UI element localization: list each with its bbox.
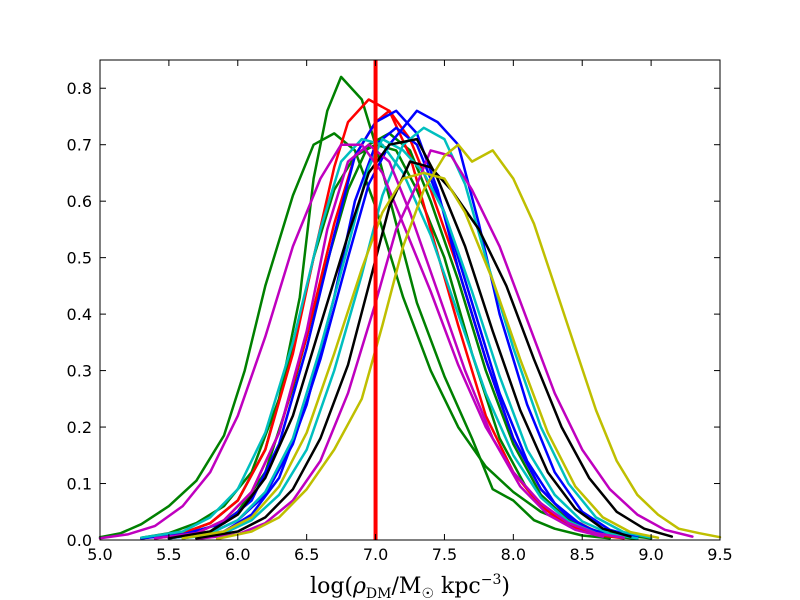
x-tick-label-2: 6.0: [225, 545, 250, 564]
plot-background: [100, 60, 720, 540]
series-line-magenta-1: [98, 143, 625, 540]
series-line-cyan-2: [181, 126, 653, 540]
series-line-yellow-2: [181, 171, 660, 540]
series-line-black-2: [167, 137, 632, 540]
series-line-magenta-3: [195, 149, 694, 541]
x-tick-label-1: 5.5: [156, 545, 181, 564]
x-tick-label-6: 8.0: [501, 545, 526, 564]
x-axis-title: log(ρDM/M☉ kpc−3): [310, 572, 510, 600]
x-tick-label-3: 6.5: [294, 545, 319, 564]
series-line-blue-3: [181, 126, 612, 540]
y-tick-label-0: 0.0: [67, 531, 92, 550]
series-line-cyan-1: [140, 137, 625, 539]
series-line-magenta-2: [153, 143, 605, 540]
series-line-blue-1: [140, 109, 625, 540]
y-tick-label-4: 0.4: [67, 305, 92, 324]
y-tick-label-7: 0.7: [67, 136, 92, 155]
plot-frame: [99, 59, 721, 541]
x-tick-label-0: 5.0: [87, 545, 112, 564]
x-tick-label-5: 7.5: [432, 545, 457, 564]
y-tick-label-1: 0.1: [67, 475, 92, 494]
y-tick-label-8: 0.8: [67, 79, 92, 98]
x-tick-label-4: 7.0: [363, 545, 388, 564]
y-tick-label-3: 0.3: [67, 362, 92, 381]
series-line-cyan-3: [167, 137, 639, 540]
series-layer: [98, 75, 722, 541]
x-tick-label-8: 9.0: [638, 545, 663, 564]
x-tick-label-7: 8.5: [569, 545, 594, 564]
y-tick-label-5: 0.5: [67, 249, 92, 268]
y-tick-label-2: 0.2: [67, 418, 92, 437]
x-tick-label-9: 9.5: [707, 545, 732, 564]
y-tick-label-6: 0.6: [67, 192, 92, 211]
x-axis-ticks: 5.0 5.5 6.0 6.5 7.0 7.5 8.0 8.5 9.0 9.5: [87, 60, 733, 564]
y-axis-ticks: 0.0 0.1 0.2 0.3 0.4 0.5 0.6 0.7 0.8: [67, 79, 720, 550]
series-line-yellow-1: [215, 143, 722, 541]
series-line-red-1: [140, 98, 625, 540]
